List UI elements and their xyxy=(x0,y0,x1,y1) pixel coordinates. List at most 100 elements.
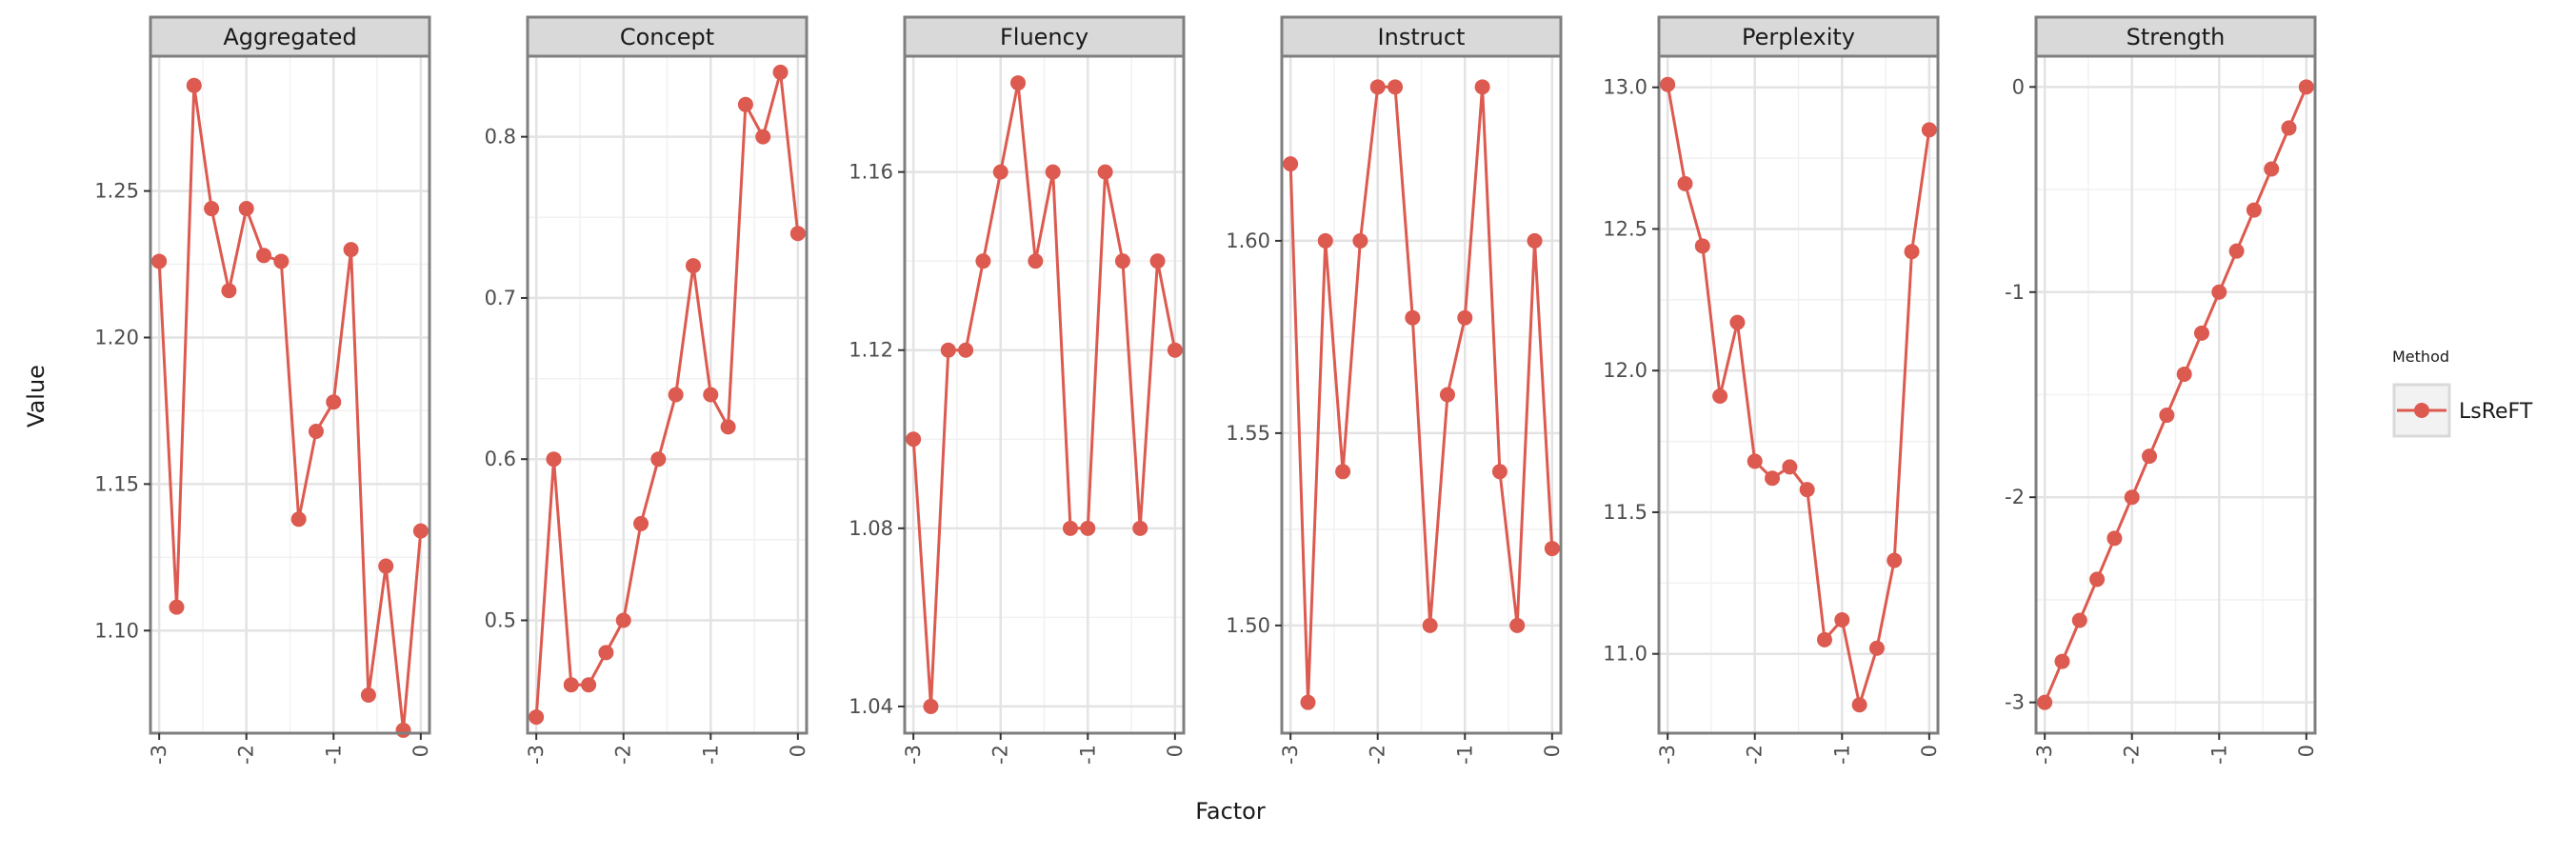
data-point xyxy=(1317,232,1333,249)
data-point xyxy=(1660,76,1676,92)
x-tick-label: 0 xyxy=(1918,745,1941,757)
data-point xyxy=(221,283,237,299)
y-tick-label: 13.0 xyxy=(1603,76,1647,99)
data-point xyxy=(1439,387,1455,403)
data-point xyxy=(2193,325,2209,341)
data-point xyxy=(2176,366,2192,382)
data-point xyxy=(2281,120,2297,136)
data-point xyxy=(1132,520,1148,536)
data-point xyxy=(395,722,411,738)
data-point xyxy=(668,387,684,403)
data-point xyxy=(204,201,220,217)
x-axis-title: Factor xyxy=(1195,798,1266,825)
data-point xyxy=(703,387,719,403)
data-point xyxy=(1149,253,1166,269)
y-tick-label: 1.25 xyxy=(94,180,139,203)
data-point xyxy=(1834,612,1850,628)
x-tick-label: -1 xyxy=(1453,745,1476,765)
data-point xyxy=(290,511,307,528)
x-tick-label: -2 xyxy=(612,745,635,765)
facet-strip xyxy=(2034,15,2317,58)
y-tick-label: -3 xyxy=(2005,691,2025,714)
data-point xyxy=(2211,284,2227,300)
legend: Method LsReFT xyxy=(2392,348,2533,438)
y-tick-label: 0.7 xyxy=(485,287,516,309)
x-tick-label: -1 xyxy=(699,745,722,765)
data-point xyxy=(343,242,359,258)
data-point xyxy=(2298,79,2314,95)
data-point xyxy=(256,248,272,264)
data-point xyxy=(940,342,956,358)
y-tick-label: 1.10 xyxy=(94,619,139,642)
x-tick-label: -2 xyxy=(989,745,1012,765)
data-point xyxy=(2159,408,2175,424)
data-point xyxy=(1388,79,1404,95)
y-tick-label: 0.6 xyxy=(485,448,516,470)
x-tick-label: -3 xyxy=(148,745,170,765)
data-point xyxy=(1062,520,1078,536)
facet-strip xyxy=(1280,15,1563,58)
data-point xyxy=(1782,459,1798,475)
x-tick-label: 0 xyxy=(1164,745,1187,757)
y-tick-label: 1.15 xyxy=(94,472,139,495)
data-point xyxy=(1352,232,1368,249)
x-tick-label: -1 xyxy=(322,745,345,765)
panel-aggregated: Aggregated 1.10 1.15 1.20 1.25 -3 -2 -1 0 xyxy=(94,15,432,765)
data-point xyxy=(1405,309,1421,326)
y-axis-title: Value xyxy=(23,365,50,428)
y-tick-label: 0.5 xyxy=(485,609,516,632)
y-tick-label: 11.5 xyxy=(1603,501,1647,524)
x-tick-label: -2 xyxy=(1367,745,1389,765)
data-point xyxy=(1300,694,1316,710)
facet-strip xyxy=(149,15,431,58)
facet-title: Aggregated xyxy=(223,24,356,50)
y-tick-label: 1.04 xyxy=(849,695,893,718)
data-point xyxy=(1491,464,1508,480)
data-point xyxy=(2089,571,2106,587)
data-point xyxy=(1097,164,1113,180)
y-tick-label: 1.55 xyxy=(1226,422,1270,445)
data-point xyxy=(1712,388,1728,404)
data-point xyxy=(992,164,1008,180)
y-tick-label: 1.16 xyxy=(849,161,893,184)
y-tick-label: 1.60 xyxy=(1226,229,1270,252)
data-point xyxy=(615,612,631,628)
data-point xyxy=(1509,617,1526,633)
x-tick-label: -3 xyxy=(1279,745,1302,765)
data-point xyxy=(755,129,771,145)
data-point xyxy=(1283,156,1299,172)
x-tick-label: -1 xyxy=(2207,745,2230,765)
y-tick-label: -2 xyxy=(2005,486,2025,508)
x-tick-label: -2 xyxy=(2121,745,2144,765)
panel-fluency: Fluency 1.04 1.08 1.12 1.16 -3 -2 -1 0 xyxy=(849,15,1187,765)
data-point xyxy=(1729,314,1746,330)
panel-perplexity: Perplexity 11.0 11.5 12.0 12.5 13.0 -3 -2 -1 0 xyxy=(1603,15,1941,765)
data-point xyxy=(2142,448,2158,465)
y-tick-label: 1.12 xyxy=(849,339,893,362)
data-point xyxy=(1369,79,1386,95)
data-point xyxy=(151,253,168,269)
y-tick-label: 1.20 xyxy=(94,326,139,348)
series-line-lsreft xyxy=(534,70,800,718)
data-point xyxy=(1045,164,1061,180)
data-point xyxy=(2228,243,2245,259)
facet-strip xyxy=(903,15,1186,58)
legend-title: Method xyxy=(2392,348,2449,366)
data-point xyxy=(975,253,991,269)
data-point xyxy=(1544,541,1560,557)
data-point xyxy=(2054,653,2070,669)
legend-entry-lsreft: LsReFT xyxy=(2459,400,2533,424)
x-tick-label: -1 xyxy=(1076,745,1099,765)
data-point xyxy=(1887,552,1903,568)
y-tick-label: -1 xyxy=(2005,281,2025,304)
x-tick-label: -3 xyxy=(1656,745,1679,765)
legend-key-point xyxy=(2414,403,2429,418)
data-point xyxy=(169,599,185,615)
data-point xyxy=(238,201,254,217)
y-tick-label: 1.08 xyxy=(849,517,893,540)
data-point xyxy=(360,687,376,703)
data-point xyxy=(633,515,649,531)
